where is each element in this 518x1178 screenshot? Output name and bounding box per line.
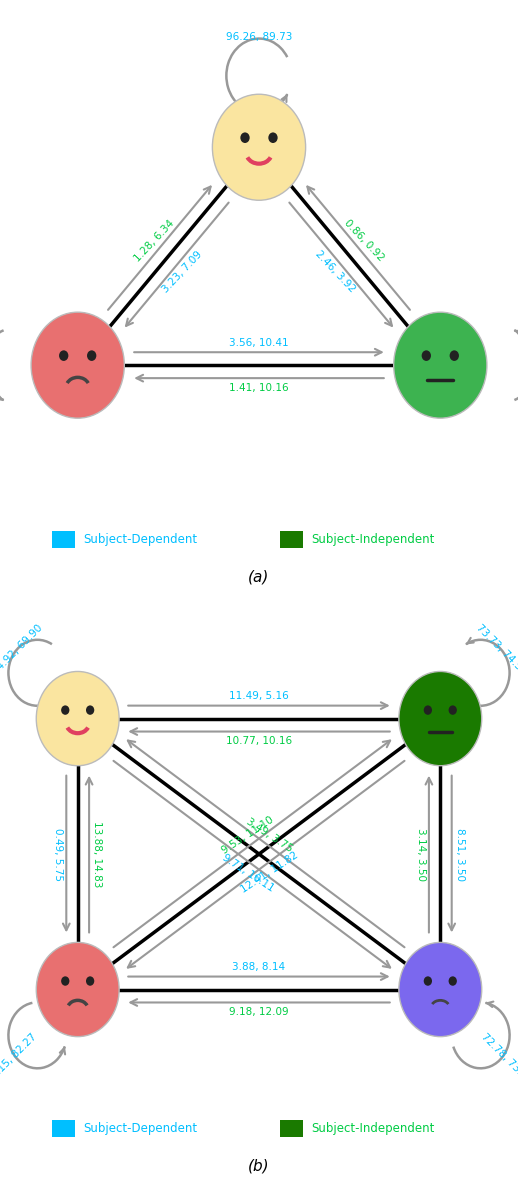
Text: 3.88, 8.14: 3.88, 8.14 bbox=[233, 962, 285, 972]
Text: 10.77, 10.16: 10.77, 10.16 bbox=[226, 736, 292, 746]
Text: (b): (b) bbox=[248, 1159, 270, 1173]
Circle shape bbox=[61, 977, 69, 986]
Circle shape bbox=[449, 706, 457, 715]
Circle shape bbox=[86, 977, 94, 986]
Text: 9.71, 10.11: 9.71, 10.11 bbox=[221, 852, 276, 893]
Circle shape bbox=[86, 706, 94, 715]
Bar bbox=[52, 1120, 75, 1137]
Text: 3.49, 3.75: 3.49, 3.75 bbox=[245, 816, 295, 854]
Text: 72.78, 73.31: 72.78, 73.31 bbox=[480, 1032, 518, 1085]
Circle shape bbox=[36, 942, 119, 1037]
Circle shape bbox=[212, 94, 306, 200]
Circle shape bbox=[59, 350, 68, 360]
Circle shape bbox=[450, 350, 459, 360]
Circle shape bbox=[61, 706, 69, 715]
Circle shape bbox=[399, 671, 482, 766]
Circle shape bbox=[268, 132, 278, 143]
Text: 3.56, 10.41: 3.56, 10.41 bbox=[229, 338, 289, 348]
Circle shape bbox=[31, 312, 124, 418]
Text: Subject-Independent: Subject-Independent bbox=[311, 1121, 434, 1136]
Text: 9.53, 11.10: 9.53, 11.10 bbox=[221, 815, 276, 856]
Text: 0.86, 0.92: 0.86, 0.92 bbox=[342, 218, 386, 264]
Text: 1.41, 10.16: 1.41, 10.16 bbox=[229, 383, 289, 392]
Text: 3.23, 7.09: 3.23, 7.09 bbox=[161, 249, 205, 294]
Text: Subject-Independent: Subject-Independent bbox=[311, 532, 434, 547]
Circle shape bbox=[449, 977, 457, 986]
Text: Subject-Dependent: Subject-Dependent bbox=[83, 1121, 197, 1136]
Circle shape bbox=[422, 350, 431, 360]
Text: 3.14, 3.50: 3.14, 3.50 bbox=[415, 828, 426, 880]
Text: 9.18, 12.09: 9.18, 12.09 bbox=[229, 1007, 289, 1017]
Circle shape bbox=[399, 942, 482, 1037]
Bar bbox=[280, 1120, 303, 1137]
Text: 8.51, 3.50: 8.51, 3.50 bbox=[455, 828, 465, 880]
Circle shape bbox=[87, 350, 96, 360]
Text: 11.49, 5.16: 11.49, 5.16 bbox=[229, 691, 289, 701]
Circle shape bbox=[240, 132, 250, 143]
Text: 73.73, 74.52: 73.73, 74.52 bbox=[474, 623, 518, 676]
Text: 0.49, 5.75: 0.49, 5.75 bbox=[53, 828, 63, 880]
Text: (a): (a) bbox=[248, 570, 270, 584]
Text: 2.46, 3.92: 2.46, 3.92 bbox=[313, 249, 357, 294]
Circle shape bbox=[36, 671, 119, 766]
Text: 12.41, 11.82: 12.41, 11.82 bbox=[239, 851, 300, 895]
Bar bbox=[52, 531, 75, 548]
Bar bbox=[280, 531, 303, 548]
Text: 64.92, 69.90: 64.92, 69.90 bbox=[0, 623, 44, 676]
Circle shape bbox=[424, 977, 432, 986]
Circle shape bbox=[394, 312, 487, 418]
Text: Subject-Dependent: Subject-Dependent bbox=[83, 532, 197, 547]
Text: 92.15, 82.27: 92.15, 82.27 bbox=[0, 1032, 38, 1085]
Text: 13.88, 14.83: 13.88, 14.83 bbox=[92, 821, 103, 887]
Circle shape bbox=[424, 706, 432, 715]
Text: 1.28, 6.34: 1.28, 6.34 bbox=[132, 218, 176, 264]
Text: 96.26, 89.73: 96.26, 89.73 bbox=[226, 32, 292, 41]
